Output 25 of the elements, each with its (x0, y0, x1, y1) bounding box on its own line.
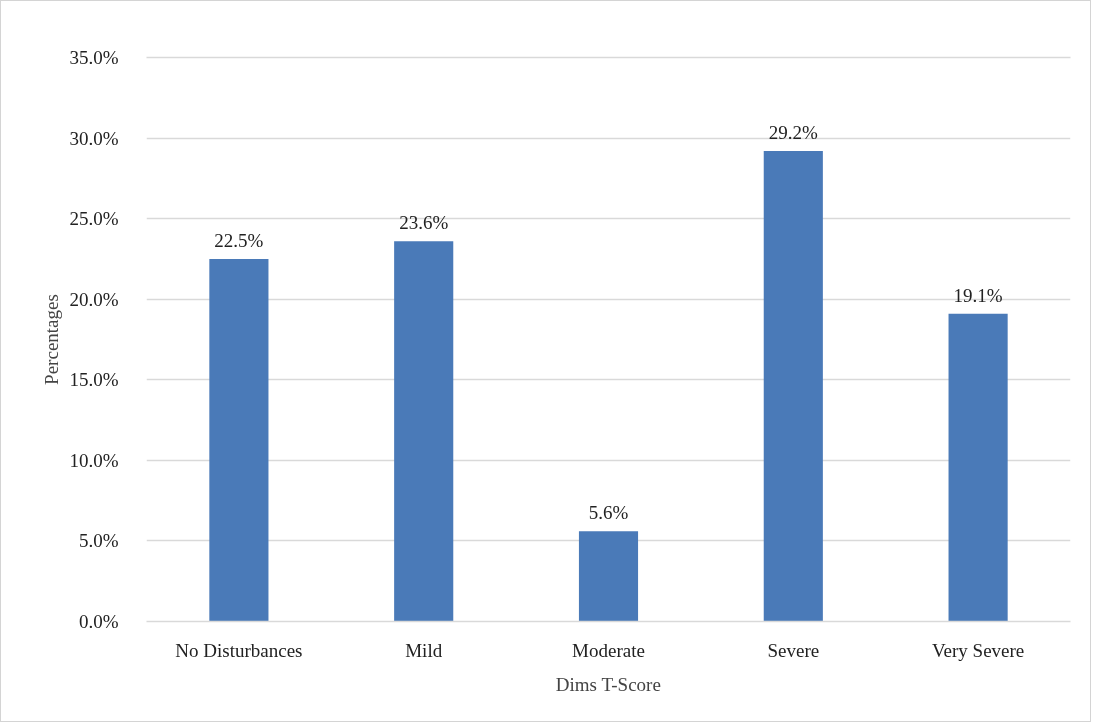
y-tick-label: 10.0% (69, 449, 119, 471)
x-tick-label: Moderate (572, 639, 645, 661)
bar (209, 258, 269, 622)
bar (394, 241, 454, 622)
y-tick-label: 0.0% (78, 611, 119, 632)
y-tick-label: 5.0% (78, 530, 119, 552)
x-tick-label: Mild (405, 639, 443, 661)
data-label: 19.1% (953, 284, 1003, 306)
data-label: 23.6% (399, 212, 449, 234)
y-tick-label: 30.0% (69, 127, 119, 149)
x-tick-label: Severe (767, 639, 820, 661)
data-label: 29.2% (768, 121, 819, 143)
bar (578, 531, 639, 622)
bar (948, 313, 1008, 622)
x-tick-label: Very Severe (931, 639, 1025, 661)
y-tick-label: 20.0% (69, 288, 119, 310)
x-axis-title: Dims T-Score (555, 673, 661, 695)
data-label: 22.5% (214, 229, 264, 251)
y-tick-label: 35.0% (69, 47, 119, 68)
y-axis-title: Percentages (41, 294, 63, 385)
bar (763, 150, 823, 622)
y-tick-label: 15.0% (69, 369, 119, 391)
x-tick-label: No Disturbances (175, 639, 303, 661)
y-tick-label: 25.0% (69, 208, 119, 230)
data-label: 5.6% (588, 502, 629, 524)
